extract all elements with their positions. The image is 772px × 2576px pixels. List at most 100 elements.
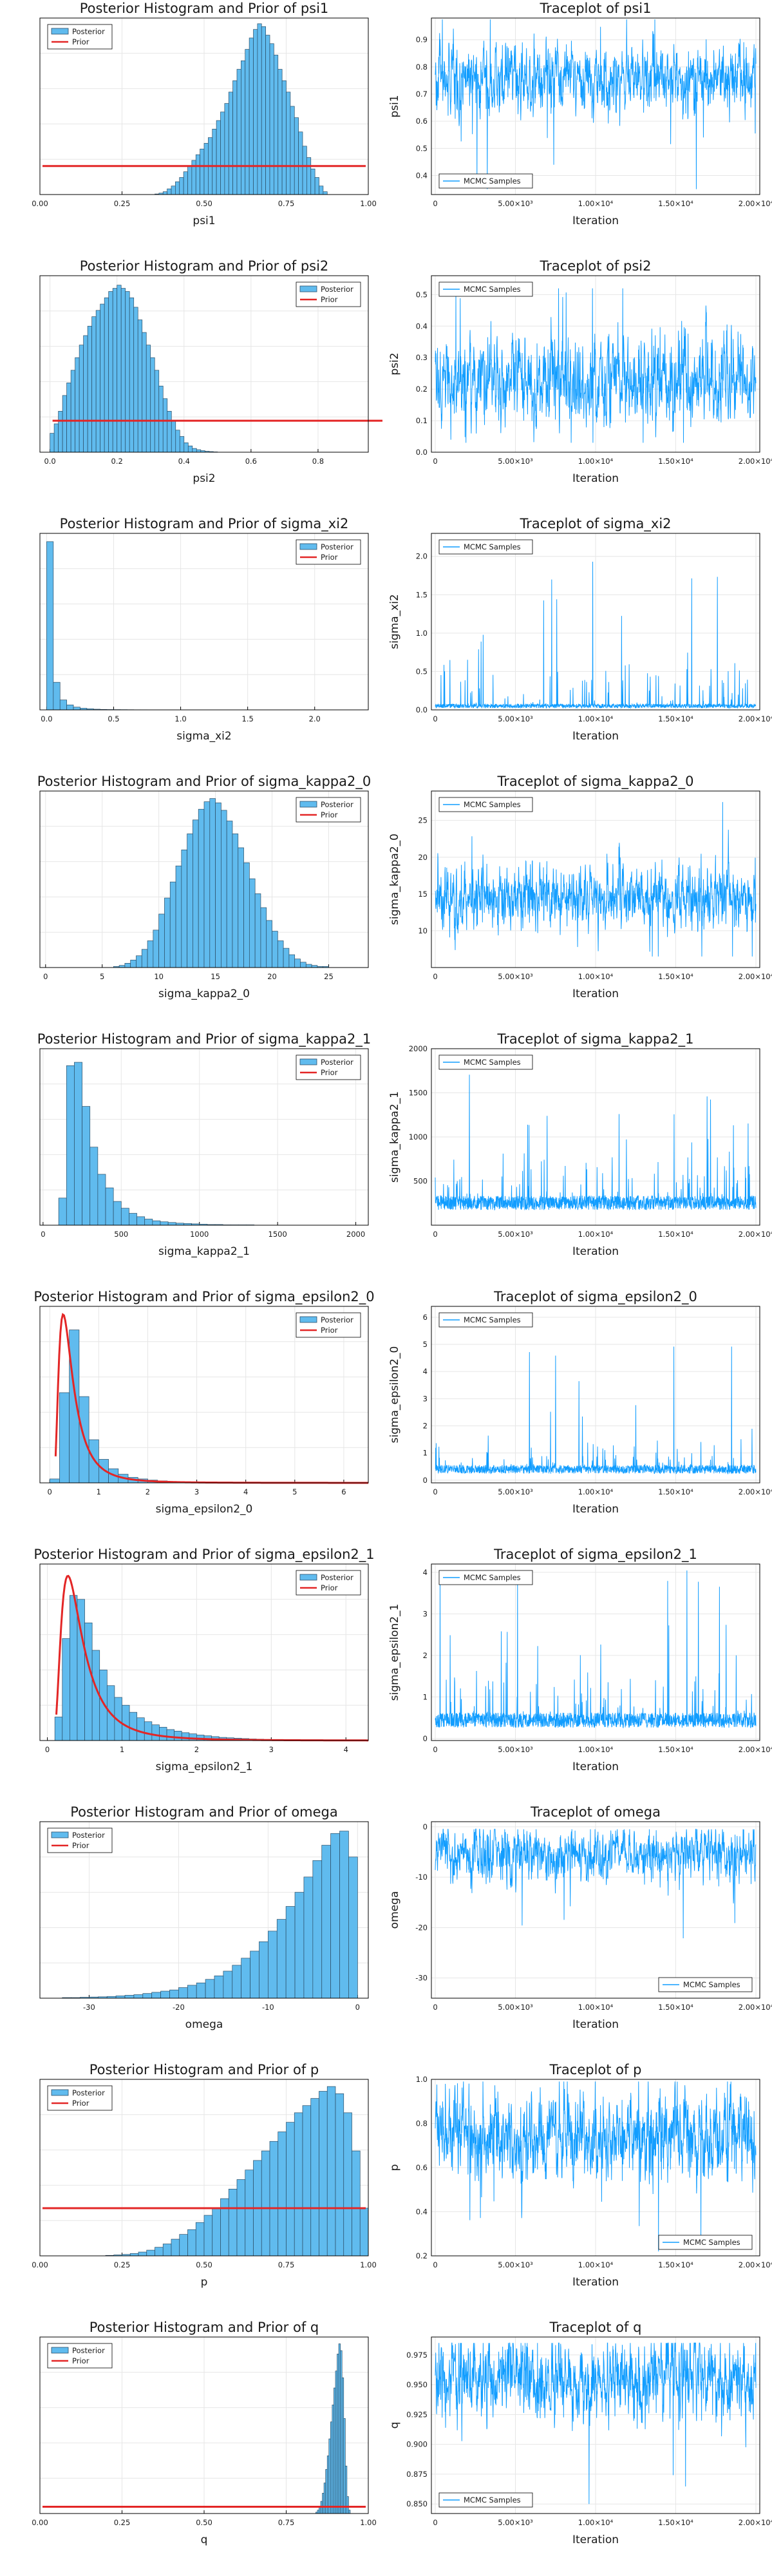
tick-label-x: 0 [433, 714, 437, 723]
legend-swatch-posterior [299, 1316, 317, 1323]
tick-label-y: 1500 [409, 1089, 428, 1098]
plot-frame [39, 275, 369, 453]
histogram-bar [302, 2105, 312, 2256]
histogram-bar [260, 907, 267, 968]
tick-label-x: 5.00×10³ [498, 2003, 533, 2012]
tick-label-x: 0.2 [111, 457, 123, 466]
legend-label-mcmc: MCMC Samples [464, 1315, 521, 1324]
legend-box [438, 1312, 533, 1328]
histogram-xlabel: sigma_kappa2_1 [158, 1245, 250, 1258]
histogram-bar [259, 1941, 268, 1999]
histogram-bar [58, 411, 63, 453]
histogram-bar [104, 297, 109, 453]
legend-swatch-posterior [299, 1574, 317, 1581]
prior-density-curve [54, 1313, 368, 1484]
legend-label-mcmc: MCMC Samples [464, 800, 521, 809]
histogram-bar [321, 1845, 331, 1999]
legend-label-bar: Posterior [321, 1573, 353, 1582]
histogram-bar [89, 1147, 99, 1226]
histogram-bar [125, 291, 130, 453]
legend-box [438, 1054, 533, 1070]
tick-label-x: 1000 [190, 1230, 209, 1239]
histogram-bar [162, 398, 168, 453]
histogram-bar [147, 940, 154, 968]
histogram-bar [171, 2238, 180, 2256]
trace-panel-sigma_epsilon2_1: Traceplot of sigma_epsilon2_1 0 5.00×10³ 1.… [388, 1547, 772, 1773]
tick-label-x: 0 [433, 199, 437, 208]
tick-label-x: 5.00×10³ [498, 2518, 533, 2527]
tick-label-x: 500 [114, 1230, 128, 1239]
mcmc-trace-line [435, 288, 757, 443]
tick-label-y: 0.3 [416, 353, 428, 362]
histogram-bar [97, 1174, 106, 1226]
histogram-bar [66, 704, 74, 711]
tick-label-x: 2.00×10⁴ [739, 2260, 772, 2269]
histogram-bar [326, 2086, 336, 2256]
histogram-bar [232, 834, 239, 968]
histogram-bar [66, 383, 71, 453]
histogram-bar [105, 1187, 114, 1226]
histogram-bar [146, 2249, 155, 2256]
histogram-bar [187, 166, 193, 195]
histogram-bar [335, 2093, 344, 2256]
histogram-bar [205, 1979, 215, 1999]
histogram-bar [164, 897, 171, 968]
histogram-bar [306, 157, 312, 195]
tick-label-x: 1.50×10⁴ [658, 2260, 693, 2269]
histogram-bar [151, 1724, 160, 1741]
histogram-bar [352, 2150, 361, 2256]
histogram-bar [142, 1993, 153, 1999]
legend-label-prior: Prior [321, 1068, 338, 1077]
tick-label-x: 1.50×10⁴ [658, 457, 693, 466]
histogram-bar [332, 2405, 334, 2514]
histogram-bar [58, 1197, 67, 1226]
legend-label-prior: Prior [321, 810, 338, 819]
tick-label-y: 2.0 [416, 552, 428, 561]
trace-xlabel: Iteration [572, 1760, 619, 1773]
tick-label-y: 25 [418, 816, 428, 825]
histogram-bar [150, 357, 155, 453]
histogram-bar [224, 103, 229, 195]
histogram-bar [250, 1951, 259, 1999]
tick-label-x: 1.50×10⁴ [658, 199, 693, 208]
tick-label-y: 0 [423, 1734, 428, 1743]
tick-label-x: 0.8 [312, 457, 324, 466]
legend-label-bar: Posterior [72, 27, 105, 36]
tick-label-y: 0.6 [416, 2163, 428, 2172]
histogram-xlabel: sigma_epsilon2_1 [156, 1760, 253, 1773]
tick-label-x: 5 [292, 1487, 297, 1496]
plot-frame [39, 17, 369, 195]
tick-label-x: 0.50 [196, 2518, 212, 2527]
tick-label-x: 0.75 [278, 199, 295, 208]
tick-label-x: 3 [194, 1487, 199, 1496]
trace-panel-sigma_kappa2_1: Traceplot of sigma_kappa2_1 0 5.00×10³ 1.00… [388, 1031, 772, 1258]
histogram-bar [216, 120, 221, 195]
tick-label-x: 1.00×10⁴ [578, 1230, 614, 1239]
tick-label-x: -10 [262, 2003, 274, 2012]
histogram-bar [193, 819, 199, 968]
trace-ylabel: q [388, 2422, 401, 2429]
trace-panel-omega: Traceplot of omega 0 5.00×10³ 1.00×10⁴ 1.50×… [388, 1804, 772, 2031]
tick-label-x: 2.00×10⁴ [739, 2518, 772, 2527]
histogram-bar [49, 1478, 60, 1484]
histogram-bar [319, 186, 324, 195]
trace-xlabel: Iteration [572, 2533, 619, 2546]
legend-box [438, 281, 533, 297]
histogram-bars [315, 2343, 351, 2514]
histogram-title: Posterior Histogram and Prior of sigma_x… [60, 516, 349, 532]
mcmc-trace-line [435, 1074, 757, 1211]
histogram-bar [220, 111, 225, 195]
histogram-bar [183, 171, 188, 195]
tick-label-x: 1.00 [360, 199, 377, 208]
histogram-bar [167, 411, 172, 453]
tick-label-x: 0 [433, 1745, 437, 1754]
tick-label-x: 1.00 [360, 2260, 377, 2269]
histogram-bar [151, 1992, 161, 1999]
histogram-title: Posterior Histogram and Prior of p [89, 2062, 319, 2077]
histogram-bar [261, 26, 266, 195]
tick-label-x: 1.50×10⁴ [658, 1230, 693, 1239]
legend-label-bar: Posterior [321, 1058, 353, 1067]
histogram-bar [314, 177, 319, 195]
trace-xlabel: Iteration [572, 730, 619, 743]
